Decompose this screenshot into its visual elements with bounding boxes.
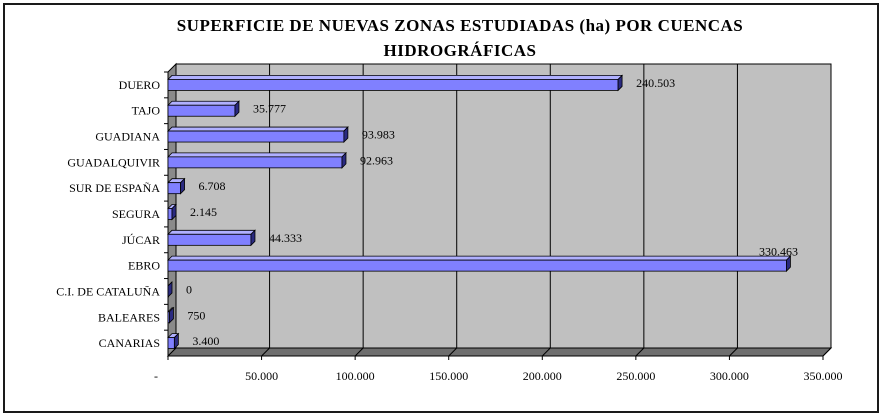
gridline-floor xyxy=(448,347,458,357)
data-label: 750 xyxy=(187,308,205,322)
bar xyxy=(167,337,175,349)
bar-top xyxy=(167,229,256,235)
data-label: 240.503 xyxy=(636,76,675,90)
bar-side xyxy=(343,126,349,144)
gridline-floor xyxy=(541,347,551,357)
bar-top xyxy=(167,126,349,132)
bar-side xyxy=(169,306,174,324)
category-label: CANARIAS xyxy=(99,336,160,350)
data-label: 0 xyxy=(186,282,192,296)
x-tick-label: 150.000 xyxy=(429,369,468,383)
gridline-floor xyxy=(729,347,738,357)
bar-side xyxy=(617,74,623,92)
bar-top xyxy=(167,75,624,80)
x-tick-label: 350.000 xyxy=(804,369,843,383)
category-label: SUR DE ESPAÑA xyxy=(69,181,160,195)
bar-side xyxy=(341,151,347,169)
category-label: EBRO xyxy=(128,259,160,273)
chart-title-line-1: SUPERFICIE DE NUEVAS ZONAS ESTUDIADAS (h… xyxy=(177,16,744,35)
plot-area: - 50.000 100.000 150.000 200.000 250.000 300.0… xyxy=(56,62,843,383)
bar-side xyxy=(250,229,256,247)
category-label: C.I. DE CATALUÑA xyxy=(56,284,160,298)
data-label: 35.777 xyxy=(253,102,286,116)
bar-side xyxy=(171,203,177,221)
chart-title-line-2: HIDROGRÁFICAS xyxy=(384,41,537,60)
x-tick-label: 300.000 xyxy=(710,369,749,383)
data-label: 6.708 xyxy=(199,179,226,193)
gridline-floor xyxy=(354,347,364,357)
bar-side xyxy=(167,280,173,298)
data-label: 3.400 xyxy=(192,334,219,348)
category-label: DUERO xyxy=(119,78,161,92)
bar xyxy=(167,182,181,195)
category-label: BALEARES xyxy=(98,310,160,324)
bar-top xyxy=(167,152,347,158)
bar-side xyxy=(234,100,240,118)
bar xyxy=(167,208,173,220)
bar xyxy=(167,233,252,246)
gridline-floor xyxy=(635,347,645,357)
x-tick-label: 250.000 xyxy=(616,369,655,383)
x-tick-label: 100.000 xyxy=(336,369,375,383)
data-label: 330.463 xyxy=(759,245,798,259)
category-label: GUADIANA xyxy=(95,130,160,144)
bar xyxy=(167,156,343,169)
bar-side xyxy=(180,177,185,195)
x-tick-label: 50.000 xyxy=(245,369,278,383)
gridline-floor xyxy=(822,347,832,357)
category-label: SEGURA xyxy=(112,207,160,221)
x-tick-label: 200.000 xyxy=(523,369,562,383)
bar xyxy=(167,130,345,143)
bar-side xyxy=(173,332,179,350)
data-label: 93.983 xyxy=(362,128,395,142)
data-label: 44.333 xyxy=(269,231,302,245)
bar-side xyxy=(786,255,791,273)
data-label: 92.963 xyxy=(360,153,393,167)
bar-top xyxy=(167,255,792,261)
bar-top xyxy=(167,100,240,106)
plot-floor xyxy=(166,347,833,357)
bar xyxy=(167,104,236,117)
x-tick-label: - xyxy=(154,369,158,383)
data-label: 2.145 xyxy=(190,205,217,219)
gridline-floor xyxy=(261,347,270,357)
category-label: TAJO xyxy=(132,104,161,118)
bar xyxy=(167,259,787,272)
category-label: GUADALQUIVIR xyxy=(67,155,160,169)
plot-back-wall xyxy=(175,63,832,349)
category-label: JÚCAR xyxy=(122,233,160,247)
bar xyxy=(167,79,619,91)
